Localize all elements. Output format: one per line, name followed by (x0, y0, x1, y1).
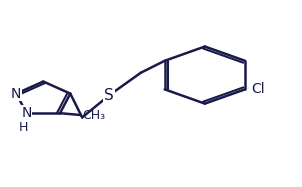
Text: S: S (104, 88, 114, 103)
Text: H: H (19, 122, 28, 134)
Text: CH₃: CH₃ (82, 108, 106, 122)
Text: Cl: Cl (252, 82, 265, 96)
Text: N: N (21, 106, 32, 120)
Text: N: N (11, 87, 21, 101)
